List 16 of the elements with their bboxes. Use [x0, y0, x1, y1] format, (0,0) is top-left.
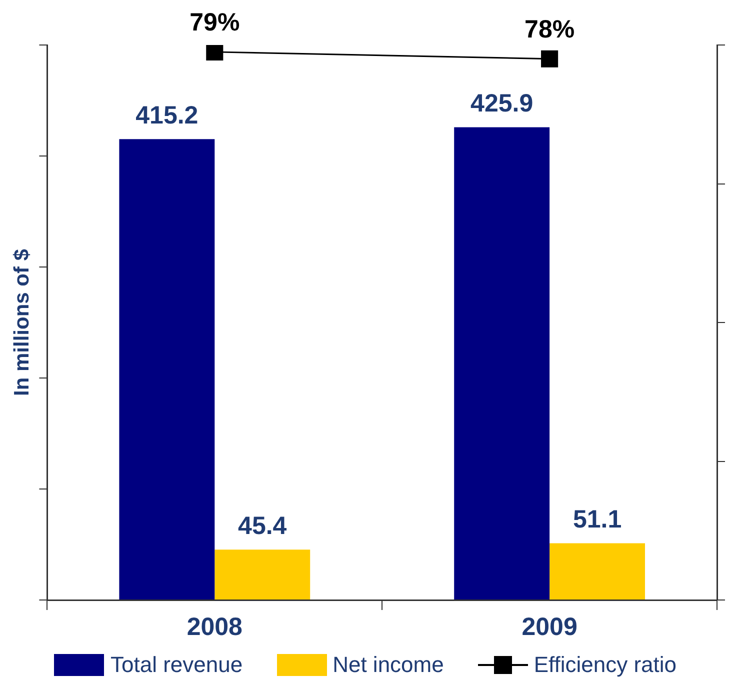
data-label: 78%	[524, 15, 575, 44]
y-axis-title: In millions of $	[10, 248, 34, 396]
data-label: 51.1	[572, 506, 622, 534]
data-label: 425.9	[470, 90, 534, 118]
legend-label: Total revenue	[110, 652, 243, 678]
data-label: 79%	[190, 8, 240, 36]
bar	[454, 127, 550, 600]
bar	[550, 543, 645, 600]
data-label: 45.4	[238, 512, 287, 540]
data-label: 415.2	[136, 102, 198, 130]
x-tick-label: 2008	[186, 612, 243, 641]
legend-label: Efficiency ratio	[534, 652, 677, 678]
legend-label: Net income	[332, 652, 444, 678]
bar	[119, 139, 215, 600]
x-tick-label: 2009	[522, 612, 578, 641]
bar	[214, 550, 310, 600]
